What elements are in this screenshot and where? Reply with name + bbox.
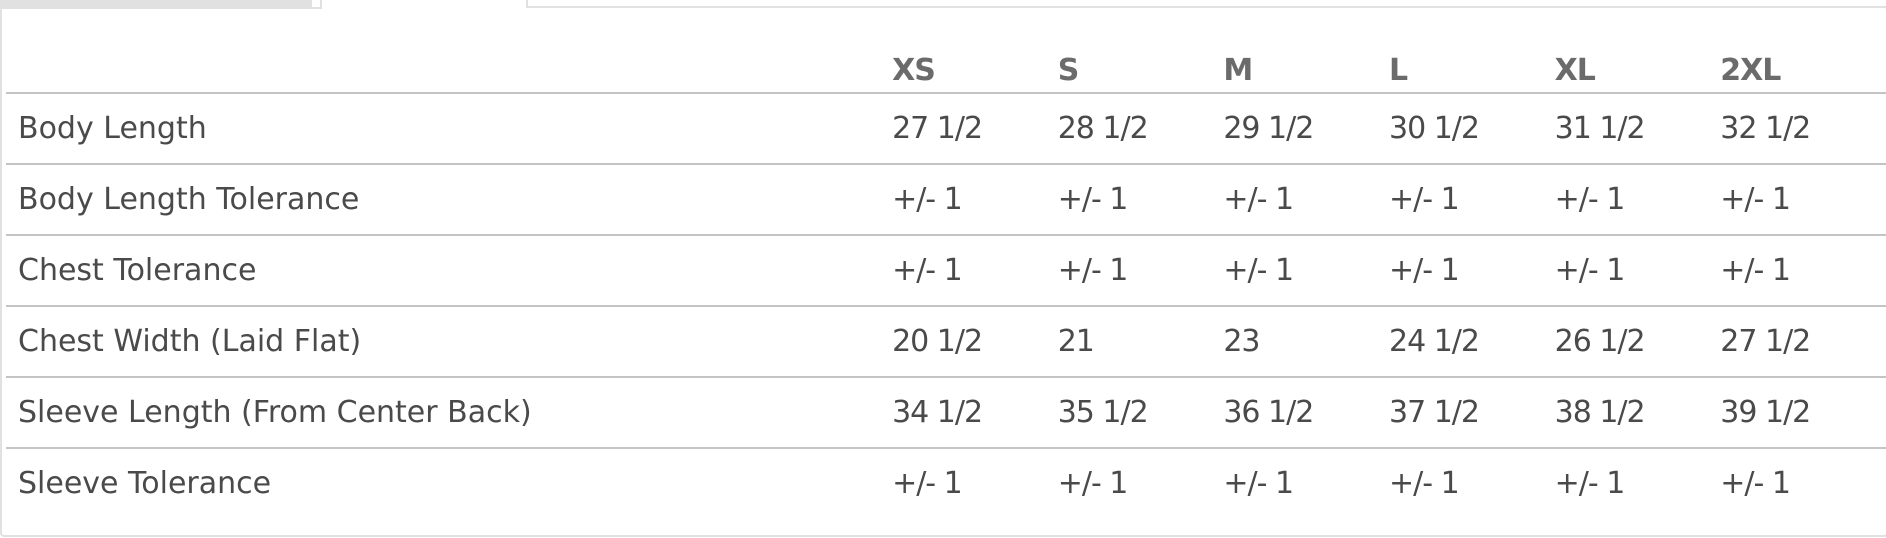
measurement-value: 32 1/2 (1720, 93, 1886, 165)
measurement-value: 23 (1223, 306, 1389, 378)
measurement-value: +/- 1 (1057, 164, 1224, 236)
measurement-value: 26 1/2 (1554, 306, 1721, 378)
header-size: XS (892, 9, 1058, 94)
measurement-value: 24 1/2 (1388, 306, 1555, 378)
tab-inactive[interactable] (0, 0, 312, 8)
table-row: Body Length 27 1/2 28 1/2 29 1/2 30 1/2 31 1/… (6, 93, 1886, 165)
header-measurement (6, 9, 893, 94)
measurement-value: 39 1/2 (1720, 377, 1886, 449)
tab-active[interactable] (320, 0, 528, 8)
measurement-value: 27 1/2 (892, 93, 1058, 165)
header-size: L (1388, 9, 1555, 94)
measurement-label: Body Length Tolerance (6, 164, 893, 236)
header-row: XS S M L XL 2XL (6, 9, 1886, 94)
measurement-value: +/- 1 (1554, 235, 1721, 307)
measurement-value: 35 1/2 (1057, 377, 1224, 449)
measurement-value: 30 1/2 (1388, 93, 1555, 165)
measurement-value: 31 1/2 (1554, 93, 1721, 165)
measurement-value: 20 1/2 (892, 306, 1058, 378)
header-size: M (1223, 9, 1389, 94)
measurement-value: 29 1/2 (1223, 93, 1389, 165)
measurement-value: +/- 1 (892, 466, 963, 501)
measurement-label: Body Length (6, 93, 893, 165)
table-row: Chest Tolerance +/- 1 +/- 1 +/- 1 +/- 1 +/- 1… (6, 235, 1886, 307)
measurement-value: +/- 1 (892, 235, 1058, 307)
measurement-value: 28 1/2 (1057, 93, 1224, 165)
size-chart-table: XS S M L XL 2XL Body Length 27 1/2 28 1/2 29 1/2… (6, 9, 1886, 518)
header-size: S (1057, 9, 1224, 94)
table-row: Body Length Tolerance +/- 1 +/- 1 +/- 1 +/- … (6, 164, 1886, 236)
measurement-value: +/- 1 (1223, 466, 1294, 501)
measurement-value: +/- 1 (1057, 466, 1129, 501)
tab-divider (526, 6, 1886, 8)
measurement-label: Sleeve Length (From Center Back) (6, 377, 893, 449)
table-row: Chest Width (Laid Flat) 20 1/2 21 23 24 1/2 2… (6, 306, 1886, 378)
measurement-label: Chest Width (Laid Flat) (6, 306, 893, 378)
measurement-value: +/- 1 (1554, 466, 1626, 501)
measurement-value: +/- 1 (1720, 235, 1886, 307)
measurement-value: +/- 1 (892, 164, 1058, 236)
measurement-value: 37 1/2 (1388, 377, 1555, 449)
panel-border (0, 7, 322, 9)
measurement-value: +/- 1 (1388, 235, 1555, 307)
header-size: 2XL (1720, 9, 1886, 94)
measurement-value: +/- 1 (1388, 466, 1460, 501)
measurement-value: 38 1/2 (1554, 377, 1721, 449)
measurement-value: +/- 1 (1223, 235, 1389, 307)
measurement-value: 21 (1057, 306, 1224, 378)
measurement-label: Chest Tolerance (6, 235, 893, 307)
table-row: Sleeve Tolerance +/- 1 +/- 1 +/- 1 +/- 1 +/- … (6, 448, 1886, 518)
measurement-value: +/- 1 (1057, 235, 1224, 307)
measurement-value: +/- 1 (1223, 164, 1389, 236)
measurement-value: 34 1/2 (892, 377, 1058, 449)
measurement-value: +/- 1 (1720, 164, 1886, 236)
measurement-value: 36 1/2 (1223, 377, 1389, 449)
measurement-value: +/- 1 (1388, 164, 1555, 236)
measurement-value: +/- 1 (1720, 466, 1791, 501)
size-chart-panel (0, 7, 1886, 537)
measurement-label: Sleeve Tolerance (18, 466, 272, 501)
measurement-value: +/- 1 (1554, 164, 1721, 236)
measurement-value: 27 1/2 (1720, 306, 1886, 378)
table-row: Sleeve Length (From Center Back) 34 1/2 35… (6, 377, 1886, 449)
header-size: XL (1554, 9, 1721, 94)
